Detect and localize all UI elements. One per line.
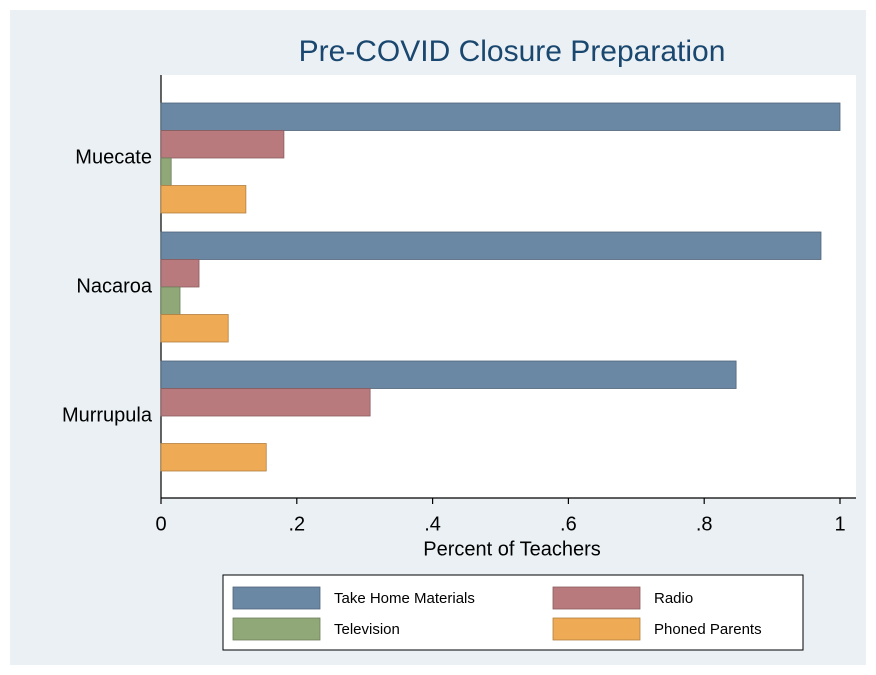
x-tick-label: .8 [696,513,713,535]
y-tick-label: Murrupula [62,404,153,426]
x-axis-title: Percent of Teachers [423,538,601,560]
x-tick-label: .6 [560,513,577,535]
bar [160,443,267,472]
legend-swatch [232,586,321,610]
legend-label: Phoned Parents [654,621,762,638]
bar [160,286,181,315]
x-tick-label: 1 [834,513,845,535]
bar [160,388,371,417]
bar [160,360,737,389]
chart-title: Pre-COVID Closure Preparation [299,35,726,68]
legend-swatch [552,617,641,641]
x-tick-label: 0 [155,513,166,535]
bar [160,231,822,260]
bar [160,130,285,159]
x-tick-label: .4 [424,513,441,535]
bar [160,102,841,131]
legend-label: Take Home Materials [334,590,475,607]
x-tick-label: .2 [288,513,305,535]
y-tick-label: Nacaroa [76,275,152,297]
y-tick-label: Muecate [75,146,152,168]
legend-swatch [232,617,321,641]
legend-label: Radio [654,590,693,607]
legend-swatch [552,586,641,610]
bar [160,157,172,186]
legend-label: Television [334,621,400,638]
bar [160,185,247,214]
bar [160,259,200,288]
bar [160,314,229,343]
